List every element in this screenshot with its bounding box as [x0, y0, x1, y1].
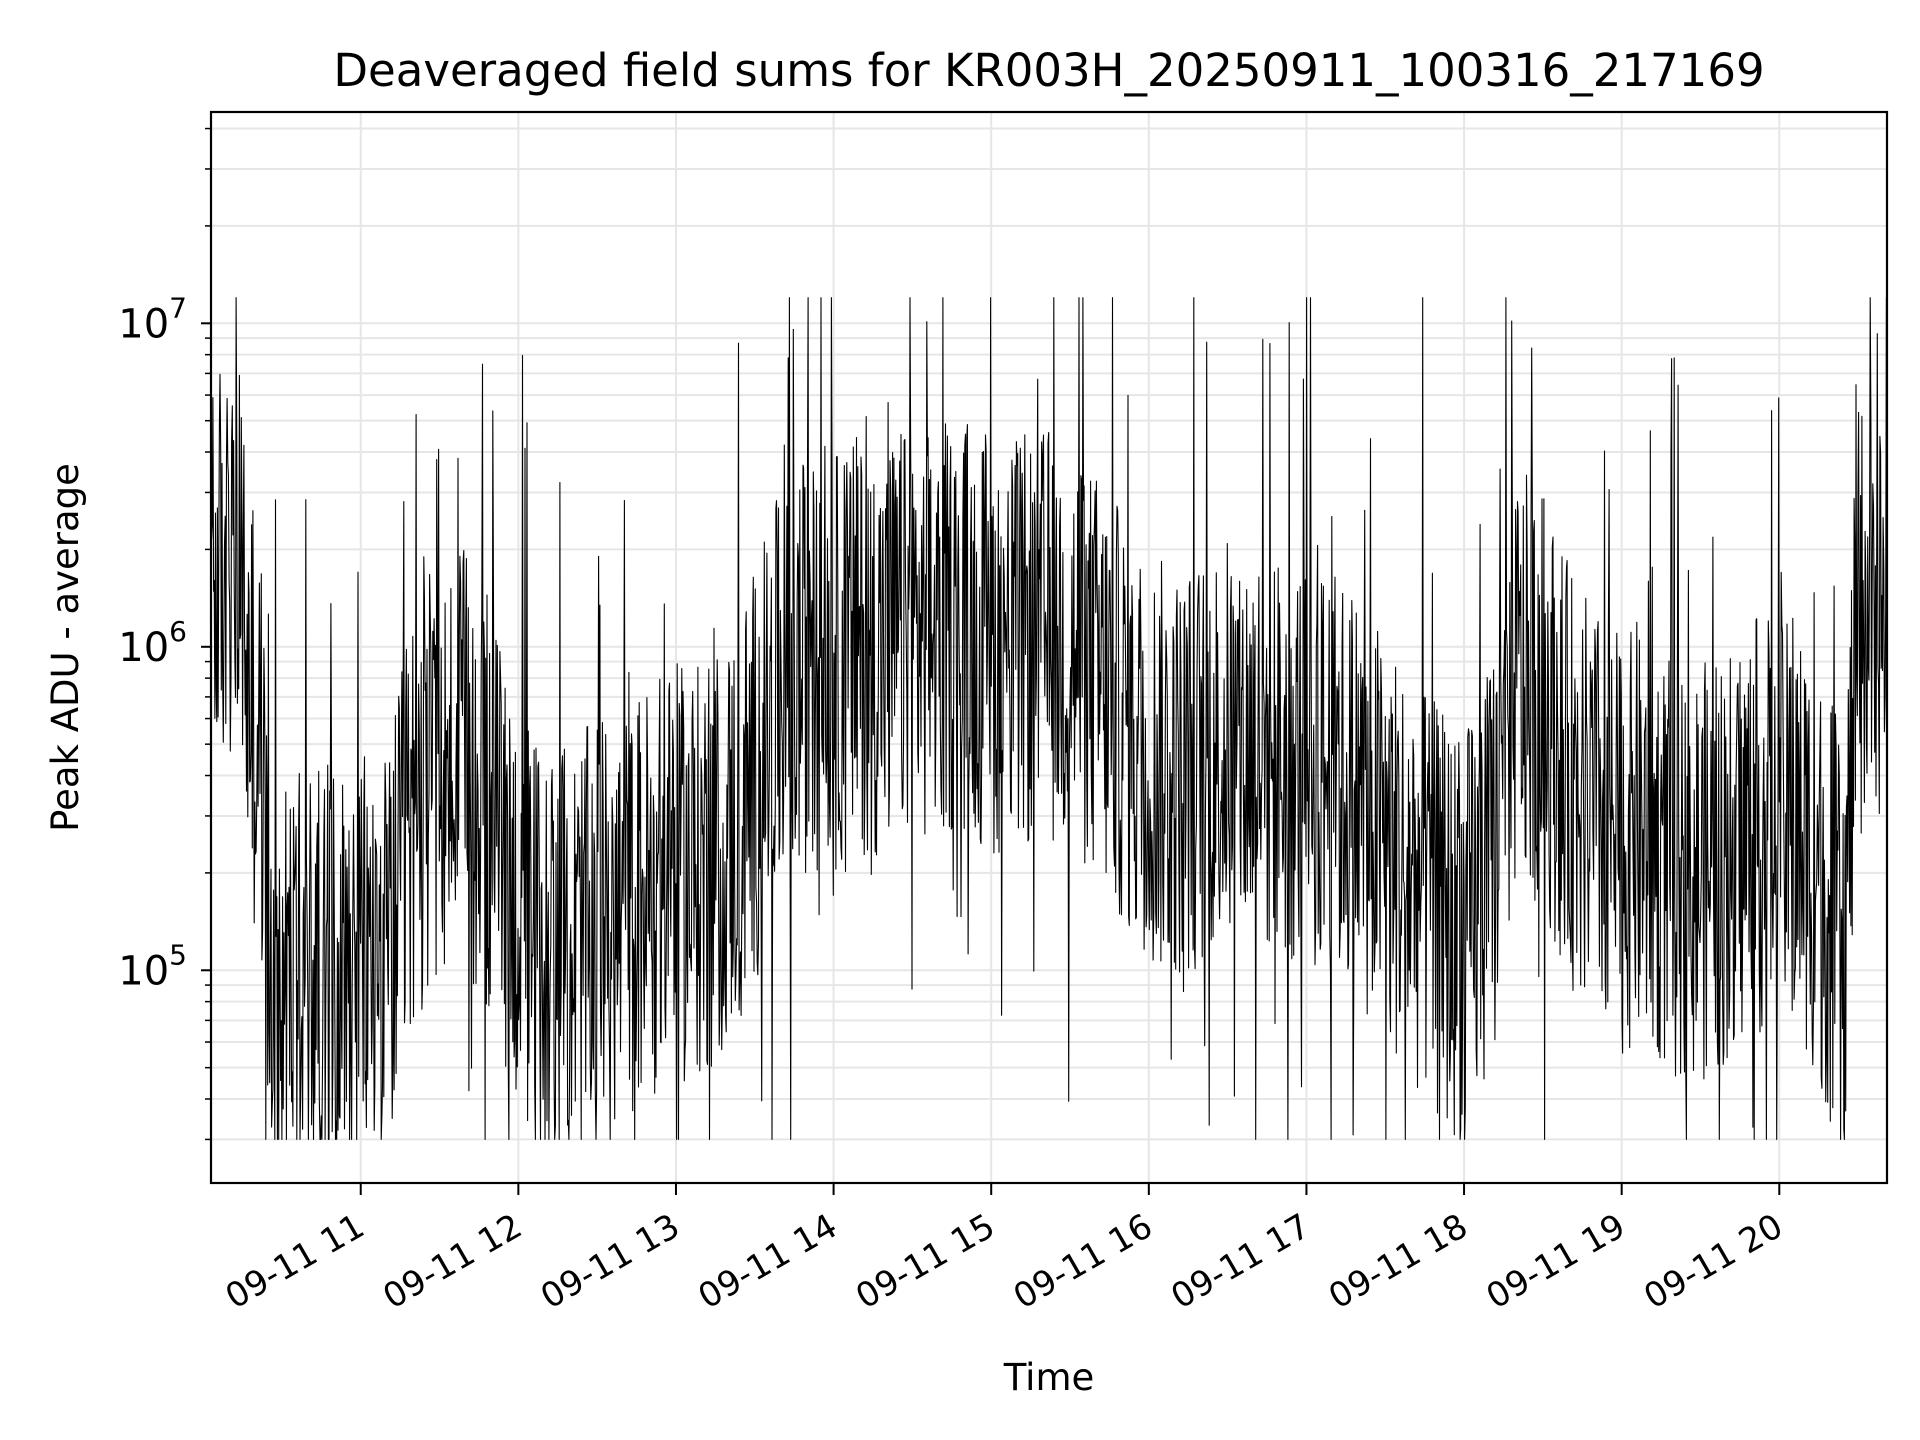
- y-tick-label: 107: [118, 291, 187, 347]
- series-layer: [210, 297, 1888, 1140]
- y-tick-label-exponent: 7: [169, 291, 187, 324]
- y-tick-label: 105: [118, 938, 187, 994]
- axis-ticks: [201, 127, 1781, 1195]
- series-line: [210, 297, 1888, 1140]
- y-axis-label: Peak ADU - average: [44, 463, 87, 832]
- y-tick-label-base: 10: [118, 625, 169, 671]
- y-tick-label-exponent: 5: [169, 938, 187, 971]
- y-tick-label-base: 10: [118, 948, 169, 994]
- x-axis-label: Time: [1003, 1356, 1095, 1399]
- y-tick-label: 106: [118, 615, 187, 671]
- y-tick-label-base: 10: [118, 301, 169, 347]
- chart-title: Deaveraged field sums for KR003H_2025091…: [333, 44, 1764, 97]
- y-tick-label-exponent: 6: [169, 615, 187, 648]
